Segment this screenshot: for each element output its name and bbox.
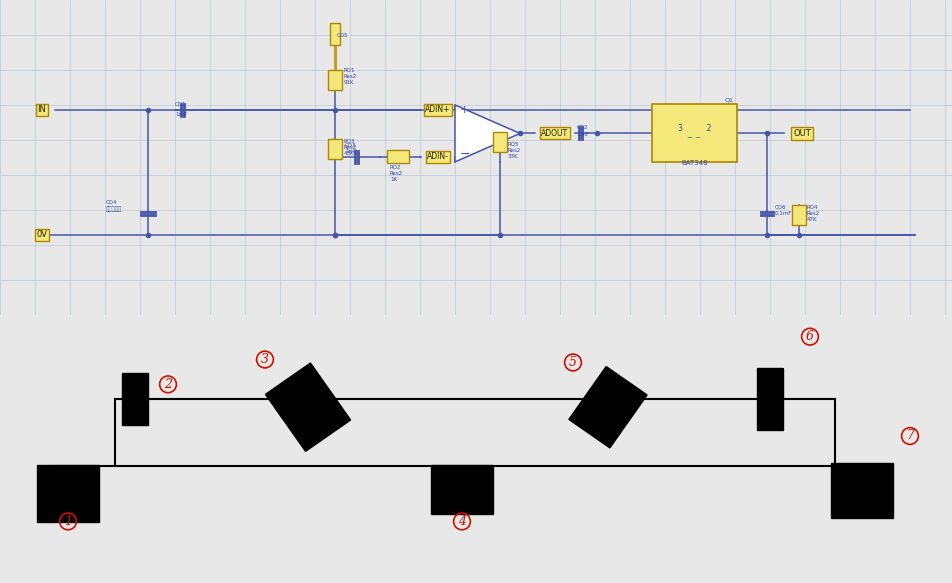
Text: ADIN+: ADIN+: [425, 106, 450, 114]
Bar: [651, 104, 736, 163]
Bar: [830, 463, 892, 518]
Text: CO3
1mF: CO3 1mF: [345, 143, 357, 154]
Text: Q1: Q1: [724, 97, 733, 103]
Text: OUT: OUT: [792, 129, 810, 138]
Bar: [568, 367, 646, 448]
Bar: [327, 139, 342, 159]
Bar: [430, 465, 492, 514]
Text: 0V: 0V: [36, 230, 48, 240]
Text: RO1
Res2
91K: RO1 Res2 91K: [344, 68, 357, 85]
Text: RO3
Res2
43K: RO3 Res2 43K: [344, 139, 357, 156]
Text: 1mF: 1mF: [175, 106, 187, 117]
Text: 3          2: 3 2: [677, 124, 710, 133]
Text: IN: IN: [37, 106, 47, 114]
Text: ADIN-: ADIN-: [426, 152, 448, 161]
Text: 2: 2: [164, 378, 171, 391]
Text: −: −: [460, 149, 470, 161]
Bar: [265, 363, 350, 451]
Text: ~ ~: ~ ~: [686, 135, 701, 142]
Text: RO2
Res2
1K: RO2 Res2 1K: [389, 165, 403, 182]
Text: 4: 4: [458, 515, 466, 528]
Text: 5: 5: [568, 356, 576, 369]
Text: CO4
小旁路电容: CO4 小旁路电容: [106, 200, 122, 212]
Text: RO4
Res2
47K: RO4 Res2 47K: [806, 205, 820, 222]
Text: 6: 6: [805, 330, 813, 343]
Bar: [37, 465, 99, 522]
Text: RO5
Res2
33K: RO5 Res2 33K: [507, 142, 521, 159]
Bar: [791, 205, 805, 225]
Text: 7: 7: [905, 430, 913, 442]
Text: CO5: CO5: [337, 33, 348, 38]
Bar: [387, 150, 408, 163]
Text: CO6
0.1mF: CO6 0.1mF: [774, 205, 791, 216]
Text: ADOUT: ADOUT: [541, 129, 568, 138]
Bar: [329, 23, 340, 45]
Bar: [122, 374, 148, 425]
Bar: [492, 132, 506, 152]
Text: CO2
1mF: CO2 1mF: [576, 125, 588, 136]
Polygon shape: [454, 105, 520, 162]
Bar: [327, 70, 342, 90]
Text: CO1: CO1: [175, 102, 187, 107]
Text: 3: 3: [261, 353, 268, 366]
Text: 1: 1: [64, 515, 72, 528]
Text: BAT348: BAT348: [681, 160, 707, 166]
Bar: [756, 368, 783, 430]
Text: +: +: [460, 105, 469, 115]
